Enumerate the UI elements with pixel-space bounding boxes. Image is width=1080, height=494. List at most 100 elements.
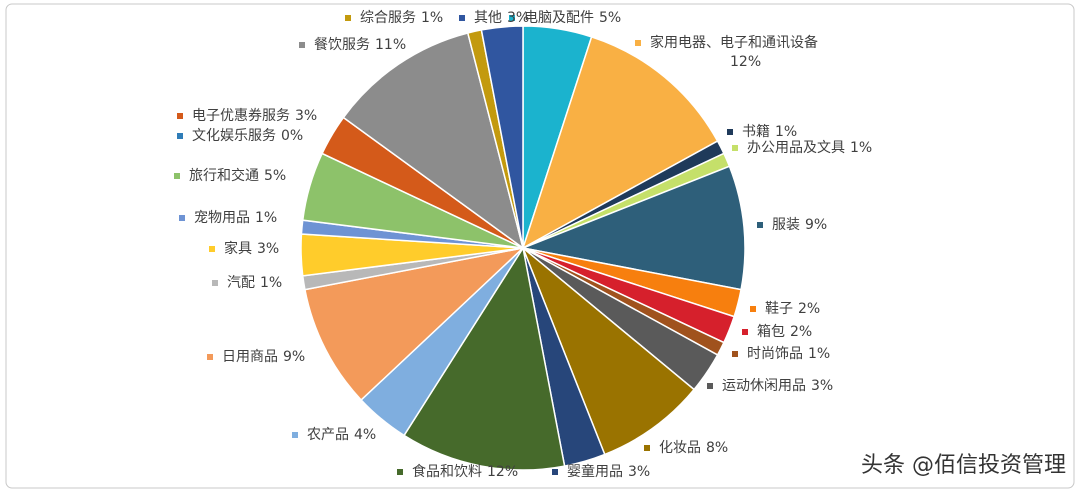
slice-label: 餐饮服务 11%	[314, 37, 406, 53]
value-label: 1%	[260, 275, 282, 291]
category-name: 化妆品	[659, 440, 701, 456]
slice-label: 电脑及配件 5%	[524, 10, 621, 26]
category-name: 其他	[474, 10, 502, 26]
category-name: 旅行和交通	[189, 167, 259, 184]
value-label: 3%	[811, 378, 833, 394]
slice-label: 运动休闲用品 3%	[722, 378, 833, 394]
slice-label: 化妆品 8%	[659, 440, 728, 456]
pie-slice	[342, 32, 525, 250]
value-label: 3%	[628, 464, 650, 480]
category-name: 服装	[772, 217, 800, 233]
pie-slice	[480, 25, 524, 249]
slice-label: 宠物用品 1%	[194, 210, 277, 226]
pie-slice	[403, 245, 566, 471]
legend-marker	[299, 42, 305, 48]
category-name: 箱包	[757, 324, 785, 340]
slice-label: 鞋子 2%	[765, 301, 820, 317]
category-name: 汽配	[227, 275, 255, 291]
legend-marker	[750, 306, 756, 312]
value-label: 1%	[421, 10, 443, 26]
slice-label: 食品和饮料 12%	[412, 463, 518, 480]
slice-label: 办公用品及文具 1%	[747, 140, 872, 156]
legend-marker	[174, 173, 180, 179]
value-label: 4%	[354, 427, 376, 443]
category-name: 办公用品及文具	[747, 140, 845, 156]
category-name: 餐饮服务	[314, 37, 370, 53]
value-label: 1%	[808, 346, 830, 362]
value-label: 1%	[775, 124, 797, 140]
category-name: 时尚饰品	[747, 346, 803, 362]
category-name: 综合服务	[360, 10, 416, 26]
legend-marker	[459, 15, 465, 21]
value-label: 12%	[730, 54, 761, 70]
legend-marker	[345, 15, 351, 21]
slice-label: 汽配 1%	[227, 275, 282, 291]
legend-marker	[732, 351, 738, 357]
slice-label: 旅行和交通 5%	[189, 167, 286, 184]
slice-label: 农产品 4%	[307, 427, 376, 443]
watermark: 头条 @佰信投资管理	[861, 453, 1066, 478]
category-name: 运动休闲用品	[722, 378, 806, 394]
slice-label: 家用电器、电子和通讯设备 12%	[650, 34, 818, 70]
slice-label: 文化娱乐服务 0%	[192, 128, 303, 144]
slice-label: 书籍 1%	[742, 123, 797, 140]
value-label: 3%	[507, 10, 529, 26]
slice-label: 综合服务 1%	[360, 10, 443, 26]
category-name: 文化娱乐服务	[192, 128, 276, 144]
legend-marker	[397, 469, 403, 475]
slice-label: 服装 9%	[772, 217, 827, 233]
value-label: 3%	[257, 241, 279, 257]
value-label: 1%	[255, 210, 277, 226]
slice-label: 日用商品 9%	[222, 349, 305, 365]
slice-label: 其他 3%	[474, 10, 529, 26]
pie-slice	[304, 246, 526, 402]
legend-marker	[644, 445, 650, 451]
legend-marker	[552, 469, 558, 475]
value-label: 12%	[487, 464, 518, 480]
value-label: 3%	[295, 108, 317, 124]
category-name: 电脑及配件	[524, 10, 594, 26]
legend-marker	[212, 280, 218, 286]
slice-label: 婴童用品 3%	[567, 463, 650, 480]
legend-marker	[177, 113, 183, 119]
value-label: 5%	[264, 168, 286, 184]
category-name: 日用商品	[222, 349, 278, 365]
legend-marker	[757, 222, 763, 228]
category-name: 鞋子	[765, 301, 793, 317]
legend-marker	[177, 133, 183, 139]
value-label: 9%	[283, 349, 305, 365]
pie-slice	[522, 247, 696, 456]
value-label: 2%	[790, 324, 812, 340]
category-name: 电子优惠券服务	[192, 108, 290, 124]
legend-marker	[635, 40, 641, 46]
value-label: 0%	[281, 128, 303, 144]
category-name: 宠物用品	[194, 210, 250, 226]
category-name: 食品和饮料	[412, 463, 482, 480]
pie-slice	[521, 35, 719, 250]
legend-marker	[209, 246, 215, 252]
pie-slice	[520, 165, 746, 291]
value-label: 2%	[798, 301, 820, 317]
category-name: 家具	[224, 240, 252, 257]
slice-label: 时尚饰品 1%	[747, 346, 830, 362]
legend-marker	[207, 354, 213, 360]
value-label: 8%	[706, 440, 728, 456]
value-label: 5%	[599, 10, 621, 26]
legend-marker	[732, 145, 738, 151]
legend-marker	[509, 15, 515, 21]
category-name: 书籍	[742, 123, 770, 140]
category-name: 婴童用品	[567, 463, 623, 480]
category-name: 家用电器、电子和通讯设备	[650, 34, 818, 51]
slice-label: 箱包 2%	[757, 324, 812, 340]
value-label: 1%	[850, 140, 872, 156]
value-label: 11%	[375, 37, 406, 53]
legend-marker	[179, 215, 185, 221]
slice-label: 电子优惠券服务 3%	[192, 108, 317, 124]
category-name: 农产品	[307, 427, 349, 443]
legend-marker	[742, 329, 748, 335]
legend-marker	[707, 383, 713, 389]
legend-marker	[292, 432, 298, 438]
value-label: 9%	[805, 217, 827, 233]
legend-marker	[727, 129, 733, 135]
